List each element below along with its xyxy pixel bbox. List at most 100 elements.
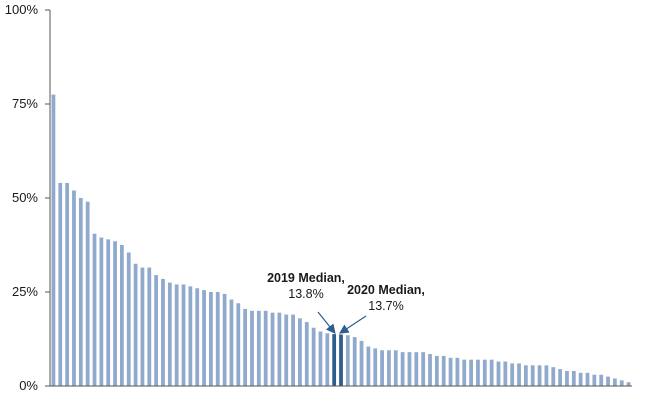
bar xyxy=(78,198,83,386)
y-axis-ticks: 0% 25% 50% 75% 100% xyxy=(5,2,50,393)
bar xyxy=(613,378,617,386)
bar xyxy=(345,335,350,386)
bars-group xyxy=(51,94,631,386)
bar xyxy=(99,237,104,386)
median-annotation-label: 2020 Median, xyxy=(347,283,425,297)
bar xyxy=(318,331,323,386)
bar xyxy=(229,299,234,386)
bar xyxy=(366,346,371,386)
bar xyxy=(428,354,432,386)
median-annotation-label: 2019 Median, xyxy=(267,271,345,285)
bar xyxy=(58,182,63,386)
bar xyxy=(270,312,275,386)
median-arrow xyxy=(338,315,367,334)
bar xyxy=(311,327,316,386)
bar xyxy=(400,352,405,386)
bar xyxy=(578,372,583,386)
bar xyxy=(352,337,357,386)
bar xyxy=(551,367,556,386)
bar xyxy=(140,267,145,386)
bar xyxy=(263,310,268,386)
bar xyxy=(421,352,426,386)
bar xyxy=(51,94,56,386)
bar xyxy=(174,284,179,386)
bar xyxy=(195,288,200,386)
bar xyxy=(209,292,213,386)
y-tick-label: 25% xyxy=(12,284,38,299)
bar xyxy=(571,370,576,386)
bar xyxy=(434,355,439,386)
bar xyxy=(626,382,631,386)
bar xyxy=(167,282,172,386)
bar xyxy=(482,359,487,386)
bar xyxy=(469,359,473,386)
bar xyxy=(359,340,364,386)
bar xyxy=(565,370,569,386)
bar xyxy=(133,263,138,386)
bar xyxy=(462,359,467,386)
bar xyxy=(441,355,446,386)
bar xyxy=(92,233,97,386)
annotations-group: 2019 Median, 13.8% 2020 Median, 13.7% xyxy=(267,271,425,334)
bar xyxy=(250,310,254,386)
bar xyxy=(181,284,186,386)
bar xyxy=(414,352,419,386)
bar xyxy=(380,350,384,386)
bar xyxy=(606,376,610,386)
bar xyxy=(277,312,282,386)
bar xyxy=(65,182,69,386)
bar xyxy=(489,359,494,386)
bar xyxy=(215,292,220,386)
y-tick-label: 100% xyxy=(5,2,39,17)
bar xyxy=(619,380,624,386)
bar xyxy=(448,357,453,386)
bar xyxy=(585,372,590,386)
bar xyxy=(113,241,117,386)
bar xyxy=(85,201,90,386)
bar xyxy=(147,267,152,386)
bar xyxy=(476,359,480,386)
bar xyxy=(161,278,165,386)
bar xyxy=(592,374,597,386)
bar xyxy=(243,308,248,386)
bar xyxy=(530,365,535,386)
bar xyxy=(537,365,542,386)
median-bar xyxy=(339,334,343,386)
median-annotation-label: 13.8% xyxy=(288,287,323,301)
bar xyxy=(407,352,412,386)
bar xyxy=(373,348,378,386)
y-tick-label: 75% xyxy=(12,96,38,111)
bar xyxy=(188,286,193,386)
bar xyxy=(558,369,562,386)
bar xyxy=(154,275,159,386)
y-tick-label: 0% xyxy=(19,378,38,393)
median-annotation-label: 13.7% xyxy=(368,299,403,313)
bar xyxy=(126,252,131,386)
bar xyxy=(599,374,604,386)
bar xyxy=(544,365,549,386)
bar xyxy=(455,357,460,386)
bar xyxy=(236,303,241,386)
median-bar xyxy=(332,334,337,386)
bar xyxy=(523,365,528,386)
bar xyxy=(387,350,391,386)
bar xyxy=(325,333,330,386)
bar xyxy=(202,290,206,386)
bar xyxy=(120,245,124,386)
bar xyxy=(393,350,398,386)
bar xyxy=(72,190,76,386)
axes-group xyxy=(49,10,632,387)
bar xyxy=(517,363,521,386)
bar xyxy=(510,363,515,386)
median-arrow xyxy=(317,311,336,334)
bar xyxy=(291,314,295,386)
bar xyxy=(256,310,261,386)
bar xyxy=(106,239,111,386)
bar xyxy=(304,322,309,386)
bar xyxy=(503,361,508,386)
bar xyxy=(222,293,227,386)
bar xyxy=(496,361,501,386)
bar xyxy=(284,314,289,386)
y-tick-label: 50% xyxy=(12,190,38,205)
